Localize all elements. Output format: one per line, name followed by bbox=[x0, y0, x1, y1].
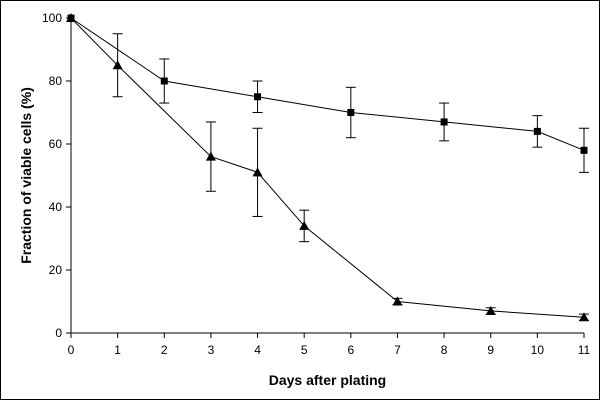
data-point-triangle bbox=[299, 220, 310, 230]
x-tick-label: 2 bbox=[161, 343, 168, 357]
x-tick-label: 3 bbox=[208, 343, 215, 357]
data-point-triangle bbox=[66, 13, 76, 22]
y-tick-label: 60 bbox=[49, 137, 63, 151]
y-tick-label: 40 bbox=[49, 200, 63, 214]
series-square bbox=[67, 14, 589, 173]
axes bbox=[70, 18, 584, 334]
x-tick-label: 6 bbox=[347, 343, 354, 357]
data-point-square bbox=[347, 109, 355, 116]
ticks: 0 20 40 60 80 100 0 1 2 3 4 5 6 7 8 9 10 11 bbox=[42, 11, 591, 357]
x-tick-label: 5 bbox=[301, 343, 308, 357]
y-tick-label: 100 bbox=[42, 11, 62, 25]
data-point-triangle bbox=[485, 305, 496, 315]
data-point-square bbox=[254, 93, 262, 101]
series-layer bbox=[66, 13, 589, 322]
data-point-triangle bbox=[392, 296, 403, 306]
x-tick-label: 9 bbox=[487, 343, 494, 357]
series-line bbox=[70, 17, 585, 318]
data-point-square bbox=[440, 118, 448, 126]
series-triangle bbox=[66, 13, 589, 322]
x-tick-label: 7 bbox=[394, 343, 401, 357]
data-point-square bbox=[533, 127, 541, 135]
x-tick-label: 1 bbox=[114, 343, 121, 357]
y-tick-label: 0 bbox=[55, 326, 62, 340]
data-point-square bbox=[580, 146, 588, 154]
data-point-triangle bbox=[112, 60, 123, 70]
data-point-triangle bbox=[205, 151, 216, 161]
y-tick-label: 20 bbox=[49, 263, 63, 277]
data-point-square bbox=[160, 77, 168, 85]
x-tick-label: 0 bbox=[68, 343, 75, 357]
x-tick-label: 4 bbox=[254, 343, 261, 357]
data-point-triangle bbox=[579, 312, 589, 322]
data-point-triangle bbox=[252, 167, 263, 177]
series-line bbox=[70, 17, 585, 151]
x-axis-title: Days after plating bbox=[269, 372, 386, 388]
x-tick-label: 10 bbox=[531, 343, 545, 357]
x-tick-label: 11 bbox=[578, 343, 591, 357]
x-tick-label: 8 bbox=[441, 343, 448, 357]
y-tick-label: 80 bbox=[49, 74, 63, 88]
y-axis-title: Fraction of viable cells (%) bbox=[18, 87, 34, 264]
